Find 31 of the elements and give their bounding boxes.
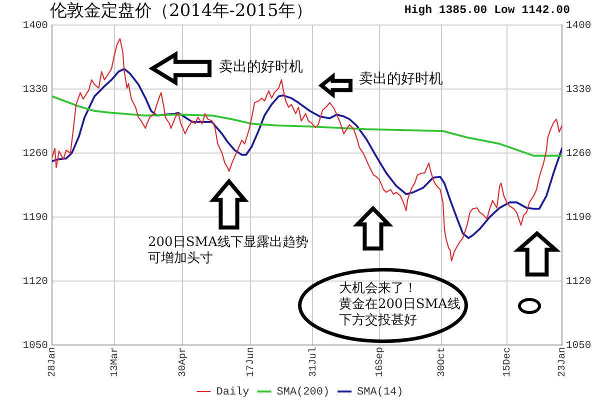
legend-label: SMA(14) [357,386,404,398]
x-tick-label: 28Jan [48,347,59,378]
y2-tick-label: 1260 [566,148,592,160]
legend-label: Daily [216,386,250,398]
chart-subtitle: High 1385.00 Low 1142.00 [404,4,570,17]
y2-tick-label: 1050 [566,340,592,352]
x-tick-label: 17Jun [246,347,257,378]
x-tick-label: 31Jul [307,347,320,378]
y-tick-label: 1120 [22,276,48,288]
chart-title: 伦敦金定盘价（2014年-2015年） [50,1,312,22]
legend-label: SMA(200) [276,386,330,398]
annotation: 黄金在200日SMA线下方交投甚好 [339,297,462,328]
y-tick-label: 1330 [22,84,48,96]
x-tick-label: 30Oct [437,347,448,378]
x-tick-label: 13Mar [110,347,121,378]
x-tick-label: 15Dec [502,347,514,378]
y2-tick-label: 1400 [566,20,592,32]
x-tick-label: 23Jan [558,347,569,378]
y2-tick-label: 1120 [566,276,592,288]
y-tick-label: 1400 [22,20,48,32]
y2-tick-label: 1330 [566,84,592,96]
annotation: 卖出的好时机 [359,71,443,88]
y-tick-label: 1050 [22,340,48,352]
annotation: 大机会来了！ [339,281,417,297]
x-tick-label: 16Sep [374,347,386,378]
y2-tick-label: 1190 [566,212,592,224]
y-tick-label: 1260 [22,148,48,160]
annotation: 200日SMA线下显露出趋势可增加头寸 [148,235,310,266]
x-tick-label: 30Apr [178,347,189,378]
annotation: 卖出的好时机 [219,59,303,76]
y-tick-label: 1190 [22,212,48,224]
